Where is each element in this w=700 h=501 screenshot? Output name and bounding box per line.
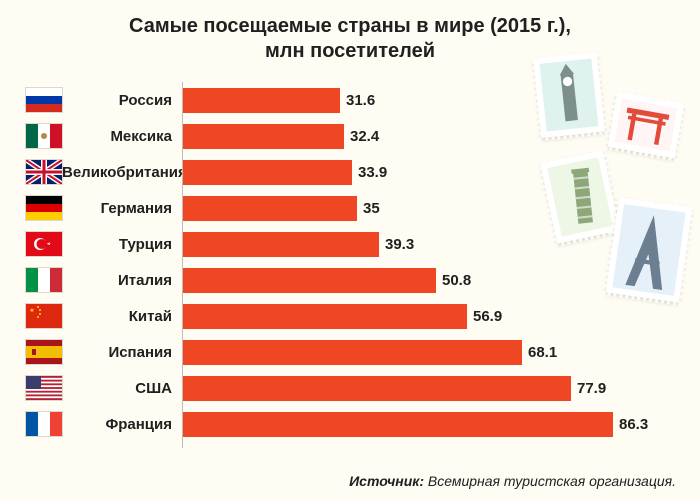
bar-chart: Россия 31.6 Мексика 32.4 Великобритания 33.9 Г… (26, 82, 676, 442)
flag-it-icon (26, 268, 62, 292)
flag-cn-icon (26, 304, 62, 328)
bar-row: Франция 86.3 (26, 406, 676, 442)
country-label: Россия (62, 92, 182, 109)
bar-value: 77.9 (571, 376, 606, 401)
country-label: Мексика (62, 128, 182, 145)
bar (183, 340, 522, 365)
bar-row: Италия 50.8 (26, 262, 676, 298)
bar (183, 88, 340, 113)
bar (183, 196, 357, 221)
bar-value: 32.4 (344, 124, 379, 149)
bar-value: 31.6 (340, 88, 375, 113)
country-label: Турция (62, 236, 182, 253)
flag-us-icon (26, 376, 62, 400)
bar-value: 50.8 (436, 268, 471, 293)
country-label: Испания (62, 344, 182, 361)
stamp-torii-gate-icon (608, 92, 685, 159)
bar-row: США 77.9 (26, 370, 676, 406)
bar-value: 86.3 (613, 412, 648, 437)
flag-gb-icon (26, 160, 62, 184)
bar-value: 68.1 (522, 340, 557, 365)
bar-track: 68.1 (182, 340, 676, 365)
source-label: Источник: (349, 473, 424, 489)
bar-value: 35 (357, 196, 380, 221)
flag-de-icon (26, 196, 62, 220)
bar-value: 33.9 (352, 160, 387, 185)
stamp-big-ben-icon (533, 52, 605, 138)
country-label: Италия (62, 272, 182, 289)
bar (183, 304, 467, 329)
bar-track: 39.3 (182, 232, 676, 257)
source-text: Всемирная туристская организация. (428, 473, 676, 489)
bar-track: 50.8 (182, 268, 676, 293)
bar-value: 39.3 (379, 232, 414, 257)
flag-mx-icon (26, 124, 62, 148)
bar-track: 56.9 (182, 304, 676, 329)
bar (183, 160, 352, 185)
bar (183, 412, 613, 437)
country-label: Великобритания (62, 164, 182, 181)
bar-value: 56.9 (467, 304, 502, 329)
country-label: Германия (62, 200, 182, 217)
flag-es-icon (26, 340, 62, 364)
title-line-1: Самые посещаемые страны в мире (2015 г.)… (0, 14, 700, 39)
flag-ru-icon (26, 88, 62, 112)
bar-row: Испания 68.1 (26, 334, 676, 370)
flag-fr-icon (26, 412, 62, 436)
bar (183, 268, 436, 293)
country-label: Китай (62, 308, 182, 325)
bar (183, 232, 379, 257)
chart-canvas: Самые посещаемые страны в мире (2015 г.)… (0, 0, 700, 501)
flag-tr-icon (26, 232, 62, 256)
source-line: Источник: Всемирная туристская организац… (349, 473, 676, 489)
country-label: Франция (62, 416, 182, 433)
bar-row: Китай 56.9 (26, 298, 676, 334)
country-label: США (62, 380, 182, 397)
bar (183, 124, 344, 149)
bar-track: 86.3 (182, 412, 676, 437)
bar (183, 376, 571, 401)
bar-track: 77.9 (182, 376, 676, 401)
stamp-eiffel-icon (606, 197, 693, 302)
